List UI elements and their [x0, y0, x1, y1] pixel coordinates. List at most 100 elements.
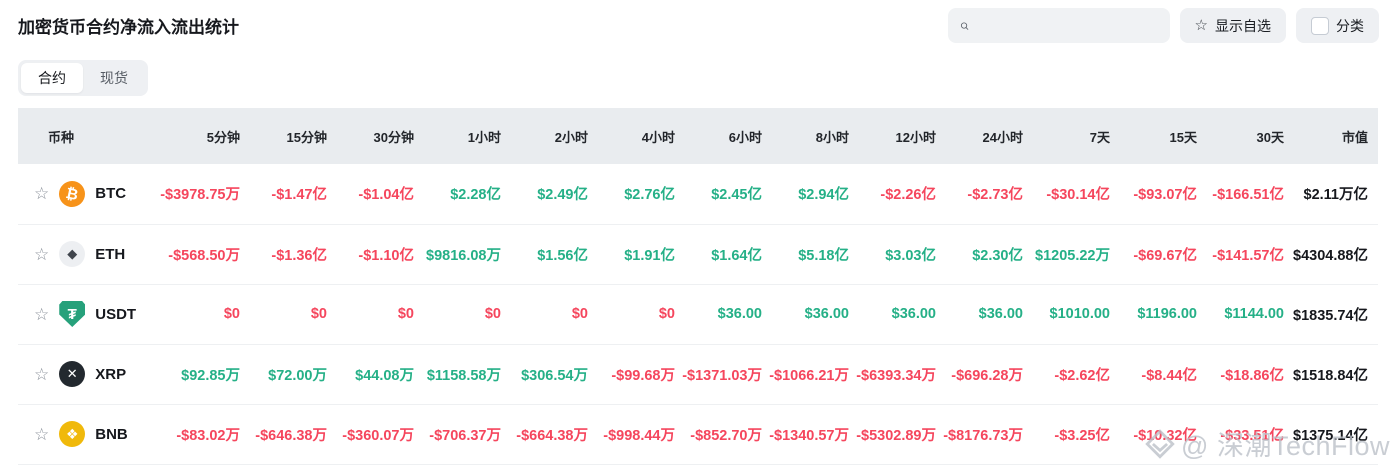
- bnb-logo-icon: ❖: [59, 421, 86, 447]
- flow-value-cell: -$8176.73万: [943, 427, 1023, 444]
- flow-table: 币种 5分钟 15分钟 30分钟 1小时 2小时 4小时 6小时 8小时 12小时 24小时 7天 15…: [18, 108, 1378, 465]
- flow-value-cell: $36.00: [891, 306, 936, 322]
- category-checkbox[interactable]: [1311, 16, 1329, 35]
- favorite-star-icon[interactable]: ☆: [34, 364, 50, 384]
- flow-value-cell: $2.45亿: [711, 187, 762, 204]
- flow-value-cell: $0: [310, 306, 327, 322]
- column-header-14[interactable]: 市值: [1341, 129, 1368, 145]
- flow-value-cell: -$93.07亿: [1133, 187, 1197, 204]
- flow-value-cell: $1.56亿: [537, 247, 588, 264]
- coin-cell: ☆ ✕ XRP: [18, 344, 153, 404]
- market-type-tabs: 合约 现货: [18, 60, 148, 96]
- flow-value-cell: -$8.44亿: [1141, 367, 1197, 384]
- flow-value-cell: -$2.73亿: [967, 187, 1023, 204]
- column-header-5[interactable]: 2小时: [554, 129, 588, 145]
- table-header-row: 币种 5分钟 15分钟 30分钟 1小时 2小时 4小时 6小时 8小时 12小时 24小时 7天 15…: [18, 108, 1378, 164]
- flow-value-cell: -$1340.57万: [769, 427, 849, 444]
- column-header-12[interactable]: 15天: [1169, 129, 1197, 145]
- flow-value-cell: $36.00: [978, 306, 1023, 322]
- flow-value-cell: $1196.00: [1137, 306, 1197, 322]
- flow-value-cell: -$69.67亿: [1133, 247, 1197, 264]
- page-title: 加密货币合约净流入流出统计: [18, 18, 239, 37]
- column-header-11[interactable]: 7天: [1089, 129, 1110, 145]
- flow-value-cell: $0: [397, 306, 414, 322]
- flow-value-cell: $1.91亿: [624, 247, 675, 264]
- tab-spot[interactable]: 现货: [100, 70, 128, 86]
- column-header-7[interactable]: 6小时: [728, 129, 762, 145]
- column-header-6[interactable]: 4小时: [641, 129, 675, 145]
- column-header-10[interactable]: 24小时: [982, 129, 1023, 145]
- favorite-star-icon[interactable]: ☆: [34, 304, 50, 324]
- market-cap-cell: $2.11万亿: [1303, 187, 1369, 204]
- toolbar: ☆ 显示自选 分类: [947, 8, 1379, 43]
- flow-value-cell: $1010.00: [1049, 306, 1110, 322]
- column-header-4[interactable]: 1小时: [467, 129, 501, 145]
- flow-value-cell: $0: [223, 306, 240, 322]
- eth-logo-icon: ◆: [59, 241, 86, 267]
- flow-value-cell: $44.08万: [355, 367, 414, 384]
- flow-value-cell: -$646.38万: [255, 427, 327, 444]
- favorite-star-icon[interactable]: ☆: [34, 424, 50, 444]
- table-row-usdt[interactable]: ☆ ₮ USDT $0 $0 $0 $0 $0 $0 $36.00 $36.00 $36.00 $36.…: [18, 284, 1378, 344]
- flow-value-cell: $1144.00: [1224, 306, 1284, 322]
- coin-symbol: USDT: [95, 305, 137, 323]
- xrp-logo-icon: ✕: [59, 361, 86, 387]
- flow-value-cell: -$1.36亿: [271, 247, 327, 264]
- flow-value-cell: -$1.10亿: [358, 247, 414, 264]
- flow-value-cell: -$1371.03万: [682, 367, 762, 384]
- category-button[interactable]: 分类: [1296, 8, 1379, 43]
- market-cap-cell: $1375.14亿: [1293, 427, 1368, 444]
- flow-value-cell: $3.03亿: [885, 247, 936, 264]
- coin-symbol: ETH: [95, 245, 126, 263]
- flow-value-cell: $36.00: [717, 306, 762, 322]
- flow-value-cell: $72.00万: [268, 367, 327, 384]
- btc-logo-icon: ₿: [56, 178, 88, 210]
- column-header-1[interactable]: 5分钟: [206, 129, 240, 145]
- coin-symbol: BNB: [95, 425, 128, 443]
- flow-value-cell: $2.30亿: [972, 247, 1023, 264]
- flow-value-cell: -$1.04亿: [358, 187, 414, 204]
- favorite-star-icon[interactable]: ☆: [34, 184, 50, 204]
- flow-value-cell: -$10.32亿: [1133, 427, 1197, 444]
- show-favorites-button[interactable]: ☆ 显示自选: [1179, 8, 1286, 43]
- column-header-3[interactable]: 30分钟: [373, 129, 414, 145]
- flow-value-cell: $0: [658, 306, 675, 322]
- column-header-9[interactable]: 12小时: [895, 129, 936, 145]
- flow-value-cell: $0: [571, 306, 588, 322]
- coin-cell: ☆ ₿ BTC: [18, 164, 153, 224]
- flow-value-cell: -$5302.89万: [856, 427, 936, 444]
- flow-value-cell: -$568.50万: [168, 247, 240, 264]
- flow-value-cell: -$99.68万: [611, 367, 675, 384]
- favorite-star-icon[interactable]: ☆: [34, 244, 50, 264]
- coin-cell: ☆ ₮ USDT: [18, 284, 153, 344]
- table-row-eth[interactable]: ☆ ◆ ETH -$568.50万 -$1.36亿 -$1.10亿 $9816.08万 $1.…: [18, 224, 1378, 284]
- flow-value-cell: -$706.37万: [429, 427, 501, 444]
- flow-value-cell: $2.94亿: [798, 187, 849, 204]
- category-label: 分类: [1336, 17, 1364, 34]
- search-input[interactable]: [976, 17, 1158, 34]
- table-row-xrp[interactable]: ☆ ✕ XRP $92.85万 $72.00万 $44.08万 $1158.58万 $306.…: [18, 344, 1378, 404]
- flow-value-cell: -$2.62亿: [1054, 367, 1110, 384]
- table-row-bnb[interactable]: ☆ ❖ BNB -$83.02万 -$646.38万 -$360.07万 -$706.37万…: [18, 404, 1378, 464]
- flow-value-cell: -$998.44万: [603, 427, 675, 444]
- column-header-8[interactable]: 8小时: [815, 129, 849, 145]
- flow-value-cell: $2.49亿: [537, 187, 588, 204]
- flow-value-cell: -$1066.21万: [769, 367, 849, 384]
- coin-cell: ☆ ◆ ETH: [18, 224, 153, 284]
- table-row-btc[interactable]: ☆ ₿ BTC -$3978.75万 -$1.47亿 -$1.04亿 $2.28亿 $2.49…: [18, 164, 1378, 224]
- flow-value-cell: -$6393.34万: [856, 367, 936, 384]
- coin-symbol: BTC: [95, 185, 127, 203]
- flow-value-cell: $36.00: [804, 306, 849, 322]
- flow-value-cell: -$141.57亿: [1212, 247, 1284, 264]
- column-header-0[interactable]: 币种: [48, 129, 75, 145]
- flow-value-cell: $2.76亿: [624, 187, 675, 204]
- table-body: ☆ ₿ BTC -$3978.75万 -$1.47亿 -$1.04亿 $2.28亿 $2.49…: [18, 164, 1378, 464]
- tab-contract[interactable]: 合约: [21, 63, 83, 93]
- column-header-2[interactable]: 15分钟: [286, 129, 327, 145]
- search-box[interactable]: [947, 8, 1170, 43]
- flow-value-cell: -$360.07万: [342, 427, 414, 444]
- column-header-13[interactable]: 30天: [1256, 129, 1284, 145]
- flow-value-cell: $306.54万: [521, 367, 588, 384]
- star-icon: ☆: [1194, 17, 1208, 34]
